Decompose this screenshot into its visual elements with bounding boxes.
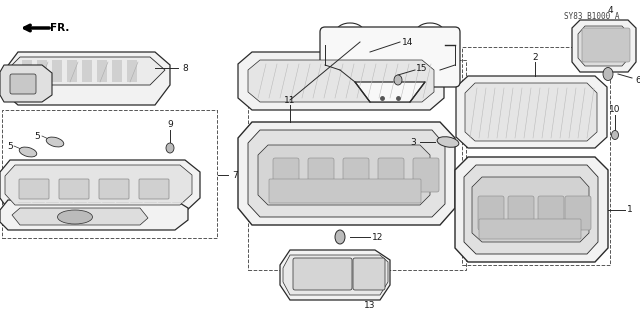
Polygon shape: [283, 255, 388, 295]
Text: SY83 B1000 A: SY83 B1000 A: [564, 12, 620, 21]
Polygon shape: [248, 130, 445, 217]
FancyBboxPatch shape: [343, 158, 369, 192]
Polygon shape: [238, 52, 444, 110]
Text: 7: 7: [232, 171, 238, 180]
Polygon shape: [0, 160, 200, 212]
FancyBboxPatch shape: [479, 219, 581, 239]
Ellipse shape: [58, 210, 93, 224]
Polygon shape: [238, 122, 455, 225]
Polygon shape: [578, 26, 629, 66]
Polygon shape: [3, 52, 170, 105]
Polygon shape: [5, 57, 165, 85]
Text: 11: 11: [284, 95, 296, 105]
FancyBboxPatch shape: [353, 258, 385, 290]
Text: 5: 5: [34, 132, 40, 140]
Polygon shape: [67, 60, 77, 82]
Polygon shape: [0, 200, 188, 230]
FancyBboxPatch shape: [293, 258, 352, 290]
Polygon shape: [572, 20, 636, 72]
Text: 2: 2: [532, 52, 538, 61]
Text: 4: 4: [607, 5, 613, 14]
Polygon shape: [280, 250, 390, 300]
Text: 12: 12: [372, 233, 384, 242]
Ellipse shape: [394, 75, 402, 85]
FancyBboxPatch shape: [10, 74, 36, 94]
Polygon shape: [37, 60, 47, 82]
Text: 9: 9: [167, 119, 173, 129]
Polygon shape: [465, 83, 597, 141]
Polygon shape: [52, 60, 62, 82]
Polygon shape: [12, 208, 148, 225]
Polygon shape: [464, 165, 598, 254]
Ellipse shape: [166, 143, 174, 153]
FancyBboxPatch shape: [139, 179, 169, 199]
FancyBboxPatch shape: [273, 158, 299, 192]
FancyBboxPatch shape: [478, 196, 504, 230]
Text: FR.: FR.: [50, 23, 69, 33]
Text: 10: 10: [609, 105, 621, 114]
Polygon shape: [355, 82, 425, 102]
Polygon shape: [455, 157, 608, 262]
Text: 13: 13: [364, 300, 376, 309]
FancyBboxPatch shape: [413, 158, 439, 192]
FancyBboxPatch shape: [19, 179, 49, 199]
Polygon shape: [82, 60, 92, 82]
Polygon shape: [127, 60, 137, 82]
Polygon shape: [5, 165, 192, 205]
Bar: [462, 47, 610, 265]
Text: 15: 15: [416, 63, 428, 73]
Polygon shape: [112, 60, 122, 82]
Text: 14: 14: [403, 37, 413, 46]
FancyBboxPatch shape: [320, 27, 460, 87]
Polygon shape: [97, 60, 107, 82]
Polygon shape: [248, 60, 434, 102]
FancyBboxPatch shape: [565, 196, 591, 230]
FancyBboxPatch shape: [59, 179, 89, 199]
Polygon shape: [472, 177, 589, 242]
Ellipse shape: [335, 230, 345, 244]
FancyBboxPatch shape: [269, 179, 421, 203]
Bar: [2, 110, 217, 238]
FancyBboxPatch shape: [582, 28, 630, 62]
Text: 8: 8: [182, 63, 188, 73]
Ellipse shape: [19, 147, 36, 157]
Text: 3: 3: [410, 138, 416, 147]
Text: 1: 1: [627, 205, 633, 214]
FancyBboxPatch shape: [538, 196, 564, 230]
Bar: [248, 60, 466, 270]
Ellipse shape: [437, 137, 459, 147]
Text: 6: 6: [635, 76, 640, 84]
Polygon shape: [0, 65, 52, 102]
Polygon shape: [22, 60, 32, 82]
Polygon shape: [456, 76, 607, 148]
Ellipse shape: [611, 131, 618, 140]
Polygon shape: [258, 145, 430, 205]
Ellipse shape: [46, 137, 64, 147]
FancyBboxPatch shape: [99, 179, 129, 199]
FancyBboxPatch shape: [378, 158, 404, 192]
FancyBboxPatch shape: [508, 196, 534, 230]
Ellipse shape: [603, 68, 613, 81]
Text: 5: 5: [7, 141, 13, 150]
FancyBboxPatch shape: [308, 158, 334, 192]
